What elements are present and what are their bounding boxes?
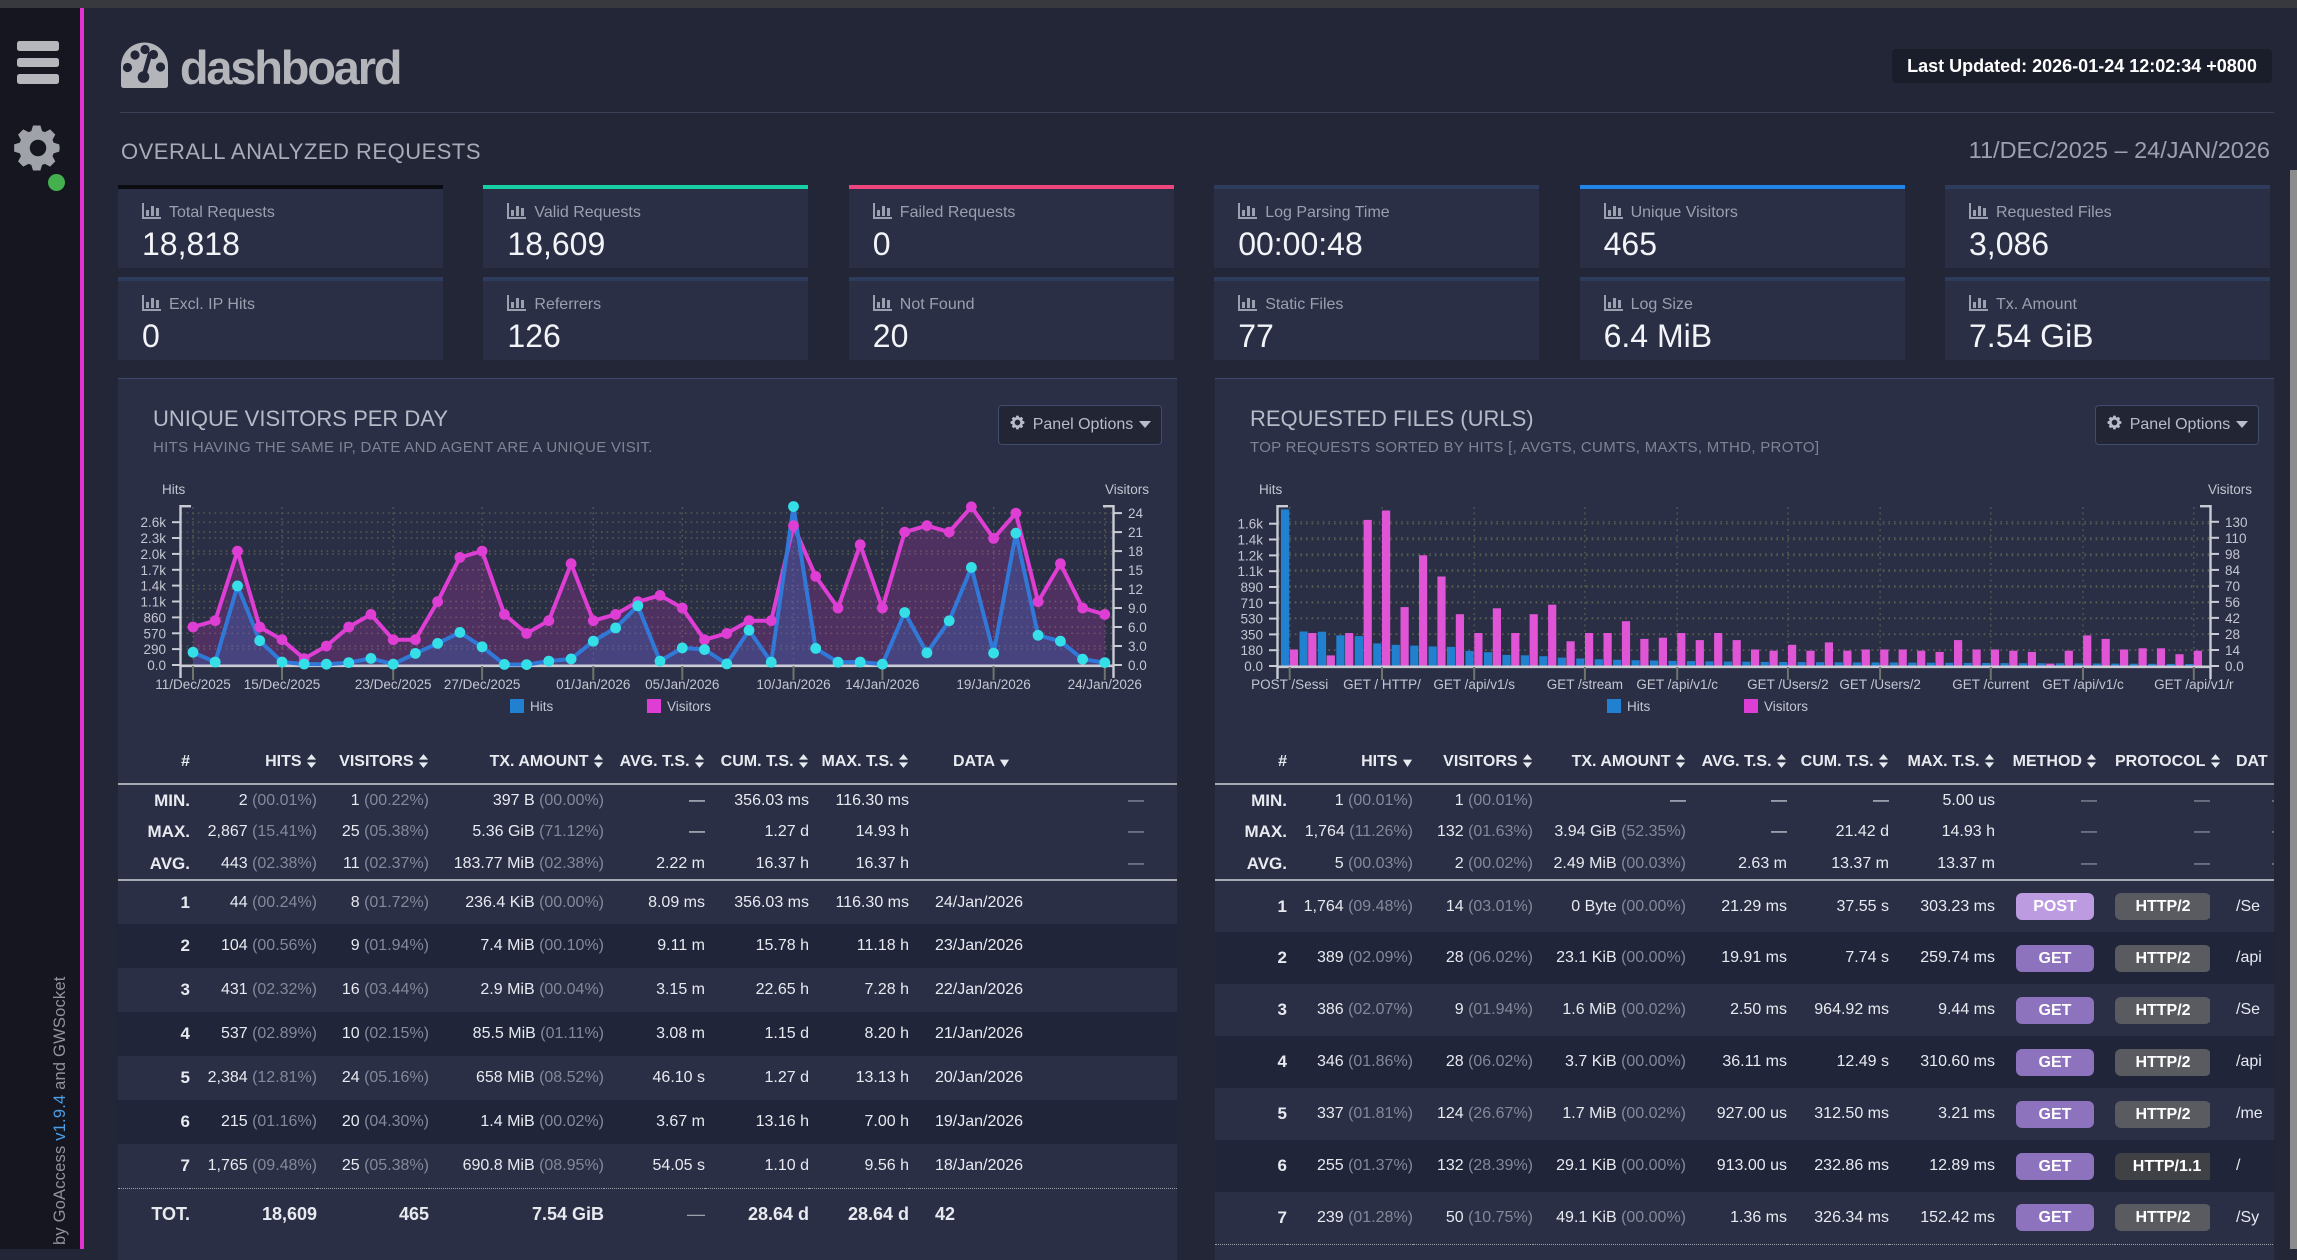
svg-text:9.0: 9.0 — [1128, 601, 1147, 616]
svg-text:42: 42 — [2225, 611, 2240, 626]
svg-text:6.0: 6.0 — [1128, 620, 1147, 635]
svg-text:GET / HTTP/: GET / HTTP/ — [1343, 677, 1421, 692]
svg-text:GET /stream: GET /stream — [1547, 677, 1623, 692]
svg-text:14/Jan/2026: 14/Jan/2026 — [845, 677, 919, 692]
svg-text:570: 570 — [143, 626, 166, 641]
svg-text:Hits: Hits — [1259, 482, 1282, 497]
svg-text:21: 21 — [1128, 525, 1143, 540]
svg-text:1.4k: 1.4k — [1237, 533, 1263, 548]
svg-text:24: 24 — [1128, 506, 1144, 521]
svg-text:2.0k: 2.0k — [140, 547, 166, 562]
svg-text:15: 15 — [1128, 563, 1143, 578]
svg-text:GET /api/v1/c: GET /api/v1/c — [2042, 677, 2124, 692]
svg-text:GET /api/v1/s: GET /api/v1/s — [1433, 677, 1515, 692]
svg-text:3.0: 3.0 — [1128, 639, 1147, 654]
svg-text:2.3k: 2.3k — [140, 531, 166, 546]
svg-text:GET /Users/2: GET /Users/2 — [1747, 677, 1829, 692]
svg-text:890: 890 — [1240, 580, 1263, 595]
svg-text:GET /current: GET /current — [1952, 677, 2029, 692]
svg-text:Hits: Hits — [162, 482, 185, 497]
svg-text:GET /Users/2: GET /Users/2 — [1839, 677, 1921, 692]
svg-text:56: 56 — [2225, 595, 2240, 610]
svg-text:Visitors: Visitors — [2208, 482, 2252, 497]
svg-text:14: 14 — [2225, 643, 2241, 658]
svg-text:710: 710 — [1240, 596, 1263, 611]
svg-text:23/Dec/2025: 23/Dec/2025 — [355, 677, 432, 692]
svg-text:GET /api/v1/c: GET /api/v1/c — [1636, 677, 1718, 692]
svg-text:01/Jan/2026: 01/Jan/2026 — [556, 677, 630, 692]
svg-text:10/Jan/2026: 10/Jan/2026 — [756, 677, 830, 692]
svg-text:0.0: 0.0 — [2225, 659, 2244, 674]
svg-text:1.1k: 1.1k — [1237, 564, 1263, 579]
svg-text:27/Dec/2025: 27/Dec/2025 — [444, 677, 521, 692]
svg-text:28: 28 — [2225, 627, 2240, 642]
svg-text:POST /Sessi: POST /Sessi — [1251, 677, 1328, 692]
svg-text:860: 860 — [143, 610, 166, 625]
svg-text:180: 180 — [1240, 643, 1263, 658]
svg-text:05/Jan/2026: 05/Jan/2026 — [645, 677, 719, 692]
svg-text:0.0: 0.0 — [147, 658, 166, 673]
svg-text:130: 130 — [2225, 515, 2248, 530]
svg-text:98: 98 — [2225, 547, 2240, 562]
svg-text:12: 12 — [1128, 582, 1143, 597]
svg-text:1.1k: 1.1k — [140, 595, 166, 610]
svg-text:0.0: 0.0 — [1128, 658, 1147, 673]
svg-text:1.7k: 1.7k — [140, 563, 166, 578]
svg-text:2.6k: 2.6k — [140, 515, 166, 530]
svg-text:0.0: 0.0 — [1244, 659, 1263, 674]
svg-text:11/Dec/2025: 11/Dec/2025 — [155, 677, 231, 692]
svg-text:530: 530 — [1240, 612, 1263, 627]
svg-text:GET /api/v1/r: GET /api/v1/r — [2154, 677, 2234, 692]
svg-text:350: 350 — [1240, 627, 1263, 642]
svg-text:70: 70 — [2225, 579, 2240, 594]
svg-text:290: 290 — [143, 642, 166, 657]
svg-text:19/Jan/2026: 19/Jan/2026 — [956, 677, 1030, 692]
svg-text:110: 110 — [2225, 531, 2247, 546]
svg-text:84: 84 — [2225, 563, 2241, 578]
svg-text:1.6k: 1.6k — [1237, 517, 1263, 532]
svg-text:1.2k: 1.2k — [1237, 548, 1263, 563]
svg-text:15/Dec/2025: 15/Dec/2025 — [244, 677, 321, 692]
svg-text:18: 18 — [1128, 544, 1143, 559]
svg-text:24/Jan/2026: 24/Jan/2026 — [1068, 677, 1142, 692]
svg-text:1.4k: 1.4k — [140, 579, 166, 594]
svg-text:Visitors: Visitors — [1105, 482, 1149, 497]
